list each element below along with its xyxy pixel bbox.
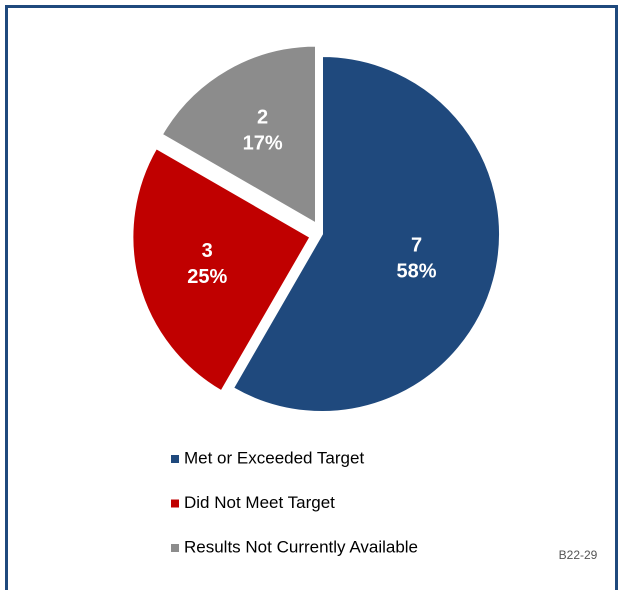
- pie-slice: [131, 146, 312, 393]
- value-label: 2: [257, 106, 268, 128]
- percent-label: 17%: [243, 132, 283, 154]
- legend-label: Results Not Currently Available: [184, 537, 418, 556]
- percent-label: 25%: [187, 266, 227, 288]
- legend-label: Did Not Meet Target: [184, 493, 335, 512]
- value-label: 7: [411, 235, 422, 257]
- legend-label: Met or Exceeded Target: [184, 448, 364, 467]
- legend-swatch: [171, 455, 179, 463]
- percent-label: 58%: [397, 261, 437, 283]
- legend-swatch: [171, 499, 179, 508]
- legend-swatch: [171, 544, 179, 552]
- pie-slice: [160, 44, 317, 226]
- value-label: 3: [202, 240, 213, 262]
- footnote: B22-29: [559, 548, 598, 562]
- pie-slice: [231, 54, 501, 413]
